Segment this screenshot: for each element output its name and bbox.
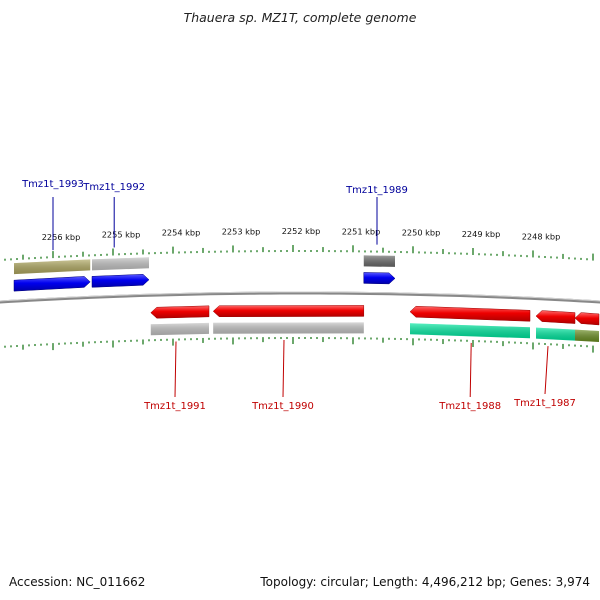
gene-label-reverse[interactable]: Tmz1t_1987	[513, 398, 576, 409]
reverse-gene-arrow	[535, 310, 576, 324]
forward-gene-arrow	[13, 276, 91, 292]
reverse-gene-arrow	[150, 305, 210, 319]
label-leader-line	[282, 340, 285, 398]
reverse-gene-arrow	[212, 305, 365, 318]
scale-label: 2253 kbp	[222, 226, 261, 236]
gene-track-shading	[14, 259, 91, 275]
gene-feature[interactable]	[13, 259, 91, 292]
gene-feature[interactable]	[409, 305, 531, 339]
scale-label: 2250 kbp	[402, 227, 441, 237]
gene-label-reverse[interactable]: Tmz1t_1990	[251, 401, 314, 412]
gene-feature[interactable]	[212, 305, 365, 334]
gene-track-shading	[575, 329, 599, 342]
forward-gene-arrow	[91, 274, 150, 288]
gene-track-shading	[410, 323, 530, 339]
gene-label-forward[interactable]: Tmz1t_1993	[21, 179, 84, 190]
gene-track-shading	[150, 322, 209, 336]
genome-backbone	[0, 291, 600, 304]
gene-label-forward[interactable]: Tmz1t_1992	[82, 182, 145, 193]
accession-text: Accession: NC_011662	[9, 575, 146, 589]
genome-summary-text: Topology: circular; Length: 4,496,212 bp…	[260, 575, 590, 589]
gene-track-shading	[363, 255, 395, 267]
reverse-gene-arrow	[409, 305, 531, 322]
gene-feature[interactable]	[363, 255, 396, 285]
scale-label: 2248 kbp	[522, 231, 561, 241]
label-leader-line	[174, 341, 177, 398]
gene-track-shading	[92, 257, 149, 271]
label-leader-line	[469, 342, 472, 398]
gene-track-shading	[536, 327, 575, 341]
scale-label: 2252 kbp	[282, 226, 321, 236]
backbone-highlight	[0, 291, 600, 302]
gene-label-forward[interactable]: Tmz1t_1989	[345, 185, 408, 196]
scale-label: 2249 kbp	[462, 229, 501, 239]
gene-feature[interactable]	[150, 305, 210, 336]
scale-label: 2251 kbp	[342, 226, 381, 236]
reverse-gene-arrow	[574, 312, 600, 326]
gene-feature[interactable]	[535, 310, 576, 341]
gene-track-shading	[213, 322, 364, 334]
forward-gene-arrow	[363, 272, 396, 285]
gene-label-reverse[interactable]: Tmz1t_1991	[143, 401, 206, 412]
map-title: Thauera sp. MZ1T, complete genome	[183, 10, 417, 25]
scale-label: 2254 kbp	[162, 228, 201, 238]
gene-feature[interactable]	[574, 312, 600, 342]
gene-label-reverse[interactable]: Tmz1t_1988	[438, 401, 501, 412]
scale-label: 2256 kbp	[42, 232, 81, 242]
label-leader-line	[544, 346, 549, 395]
scale-label: 2255 kbp	[102, 229, 141, 239]
gene-feature[interactable]	[91, 257, 150, 288]
